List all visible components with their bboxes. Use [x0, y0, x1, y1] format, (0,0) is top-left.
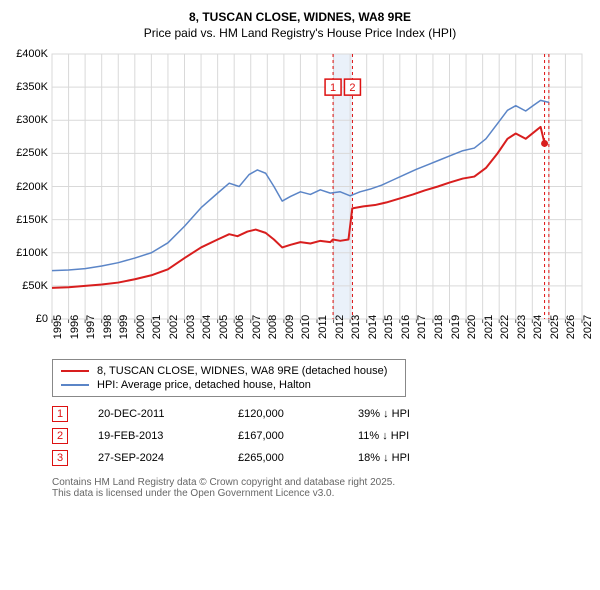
x-tick-label: 2027 — [582, 315, 594, 339]
svg-text:1: 1 — [330, 82, 336, 94]
x-tick-label: 2011 — [317, 315, 329, 339]
legend-swatch — [61, 384, 89, 386]
transaction-price: £167,000 — [238, 430, 358, 442]
transaction-marker: 3 — [52, 450, 68, 466]
x-tick-label: 1998 — [102, 315, 114, 339]
y-tick-label: £200K — [16, 181, 48, 193]
x-tick-label: 2000 — [135, 315, 147, 339]
transaction-marker: 1 — [52, 406, 68, 422]
x-tick-label: 2025 — [549, 315, 561, 339]
x-tick-label: 2014 — [367, 315, 379, 339]
x-tick-label: 2022 — [499, 315, 511, 339]
y-tick-label: £100K — [16, 247, 48, 259]
transaction-date: 27-SEP-2024 — [98, 452, 238, 464]
y-tick-label: £400K — [16, 48, 48, 60]
x-tick-label: 2016 — [400, 315, 412, 339]
x-tick-label: 1997 — [85, 315, 97, 339]
x-tick-label: 2019 — [450, 315, 462, 339]
x-tick-label: 2008 — [267, 315, 279, 339]
x-tick-label: 2020 — [466, 315, 478, 339]
y-tick-label: £50K — [22, 280, 48, 292]
footnote-line-1: Contains HM Land Registry data © Crown c… — [52, 477, 590, 488]
transaction-date: 19-FEB-2013 — [98, 430, 238, 442]
x-tick-label: 2024 — [532, 315, 544, 339]
x-tick-label: 2026 — [565, 315, 577, 339]
x-tick-label: 1999 — [118, 315, 130, 339]
legend-label: 8, TUSCAN CLOSE, WIDNES, WA8 9RE (detach… — [97, 365, 387, 377]
transaction-marker: 2 — [52, 428, 68, 444]
transaction-row: 2 19-FEB-2013£167,00011% ↓ HPI — [52, 425, 590, 447]
x-tick-label: 2005 — [218, 315, 230, 339]
x-tick-label: 2015 — [383, 315, 395, 339]
y-tick-label: £150K — [16, 214, 48, 226]
chart-container: 8, TUSCAN CLOSE, WIDNES, WA8 9RE Price p… — [10, 10, 590, 499]
y-tick-label: £300K — [16, 114, 48, 126]
x-tick-label: 2010 — [300, 315, 312, 339]
x-tick-label: 2021 — [483, 315, 495, 339]
x-tick-label: 2004 — [201, 315, 213, 339]
chart-svg: 12 — [10, 48, 590, 353]
x-tick-label: 2006 — [234, 315, 246, 339]
x-tick-label: 2001 — [151, 315, 163, 339]
x-tick-label: 2007 — [251, 315, 263, 339]
x-tick-label: 2018 — [433, 315, 445, 339]
transaction-price: £265,000 — [238, 452, 358, 464]
y-tick-label: £0 — [36, 313, 48, 325]
transaction-diff: 39% ↓ HPI — [358, 408, 410, 420]
transaction-row: 3 27-SEP-2024£265,00018% ↓ HPI — [52, 447, 590, 469]
legend-label: HPI: Average price, detached house, Halt… — [97, 379, 311, 391]
transaction-diff: 18% ↓ HPI — [358, 452, 410, 464]
x-tick-label: 2013 — [350, 315, 362, 339]
chart-title: 8, TUSCAN CLOSE, WIDNES, WA8 9RE — [10, 10, 590, 24]
transaction-diff: 11% ↓ HPI — [358, 430, 409, 442]
x-tick-label: 2012 — [334, 315, 346, 339]
x-tick-label: 2003 — [185, 315, 197, 339]
x-tick-label: 1995 — [52, 315, 64, 339]
legend-item: 8, TUSCAN CLOSE, WIDNES, WA8 9RE (detach… — [61, 364, 397, 378]
x-tick-label: 2023 — [516, 315, 528, 339]
transactions-table: 1 20-DEC-2011£120,00039% ↓ HPI 2 19-FEB-201… — [52, 403, 590, 469]
transaction-date: 20-DEC-2011 — [98, 408, 238, 420]
x-tick-label: 1996 — [69, 315, 81, 339]
y-tick-label: £350K — [16, 81, 48, 93]
svg-text:2: 2 — [349, 82, 355, 94]
x-tick-label: 2002 — [168, 315, 180, 339]
chart-subtitle: Price paid vs. HM Land Registry's House … — [10, 26, 590, 40]
legend: 8, TUSCAN CLOSE, WIDNES, WA8 9RE (detach… — [52, 359, 406, 397]
x-tick-label: 2009 — [284, 315, 296, 339]
legend-swatch — [61, 370, 89, 372]
transaction-price: £120,000 — [238, 408, 358, 420]
plot-area: 12 £0£50K£100K£150K£200K£250K£300K£350K£… — [10, 48, 590, 353]
x-tick-label: 2017 — [416, 315, 428, 339]
legend-item: HPI: Average price, detached house, Halt… — [61, 378, 397, 392]
transaction-row: 1 20-DEC-2011£120,00039% ↓ HPI — [52, 403, 590, 425]
footnote-line-2: This data is licensed under the Open Gov… — [52, 488, 590, 499]
y-tick-label: £250K — [16, 147, 48, 159]
